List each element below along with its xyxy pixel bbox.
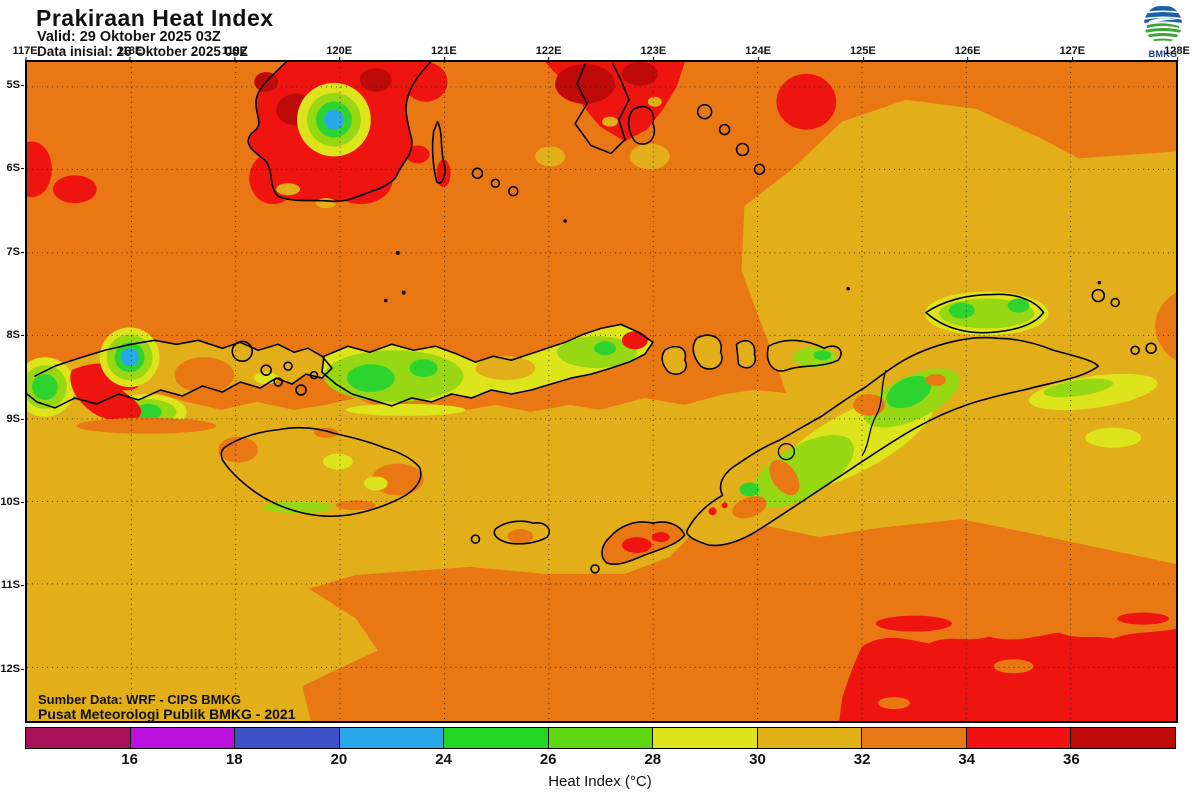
legend-segment <box>130 728 236 748</box>
legend-tick-label: 24 <box>435 751 452 768</box>
legend-segment <box>966 728 1072 748</box>
lat-label: 10S <box>0 496 24 508</box>
legend-tick-label: 36 <box>1063 751 1080 768</box>
legend-segment <box>1071 728 1176 748</box>
legend-tick-label: 28 <box>644 751 662 768</box>
lat-label: 11S <box>1 579 24 591</box>
legend-tick-label: 16 <box>121 751 138 768</box>
legend-tick-label: 20 <box>330 751 348 768</box>
publisher-text: Pusat Meteorologi Publik BMKG - 2021 <box>38 706 296 722</box>
lon-label: 124E <box>745 45 771 61</box>
lat-label: 9S <box>0 413 24 425</box>
coastlines <box>27 62 1157 574</box>
init-datetime: Data inisial: 26 Oktober 2025 00Z <box>37 44 248 59</box>
legend-segment <box>444 728 549 748</box>
legend-segment <box>26 728 131 748</box>
lat-label: 7S <box>0 246 24 258</box>
lat-label: 8S <box>0 329 24 341</box>
lon-label: 123E <box>640 45 667 61</box>
bmkg-logo-text: BMKG <box>1148 49 1178 59</box>
lon-label: 120E <box>326 45 353 61</box>
legend-segment <box>339 728 445 748</box>
map-frame <box>25 60 1178 723</box>
legend-segment <box>548 728 654 748</box>
legend-segment <box>862 728 967 748</box>
legend-tick-label: 30 <box>749 751 766 768</box>
heat-index-map <box>27 62 1176 721</box>
lon-label: 126E <box>954 45 981 61</box>
lon-label: 119E <box>221 45 247 61</box>
lon-label: 117E <box>12 45 38 61</box>
lon-label: 122E <box>535 45 562 61</box>
lat-label: 5S <box>0 79 24 91</box>
lon-label: 121E <box>431 45 457 61</box>
lon-label: 128E <box>1164 45 1190 61</box>
heat-index-colorbar <box>25 727 1176 749</box>
lon-label: 127E <box>1059 45 1086 61</box>
legend-segment <box>757 728 863 748</box>
legend-tick-label: 18 <box>225 751 243 768</box>
legend-segment <box>653 728 758 748</box>
lat-label: 12S <box>0 663 24 675</box>
lon-label: 125E <box>849 45 876 61</box>
colorbar-title: Heat Index (°C) <box>548 773 652 790</box>
graticule <box>27 62 1176 721</box>
legend-tick-label: 26 <box>539 751 557 768</box>
source-data-text: Sumber Data: WRF - CIPS BMKG <box>38 692 241 707</box>
legend-tick-label: 32 <box>853 751 871 768</box>
legend-segment <box>235 728 340 748</box>
south-red-patches <box>839 612 1176 721</box>
valid-datetime: Valid: 29 Oktober 2025 03Z <box>37 29 221 45</box>
page-title: Prakiraan Heat Index <box>36 5 274 31</box>
legend-tick-label: 34 <box>958 751 976 768</box>
lat-label: 6S <box>0 162 24 174</box>
bmkg-logo-icon <box>1144 5 1182 43</box>
lon-label: 118E <box>117 45 143 61</box>
bmkg-logo: BMKG <box>1140 4 1186 59</box>
